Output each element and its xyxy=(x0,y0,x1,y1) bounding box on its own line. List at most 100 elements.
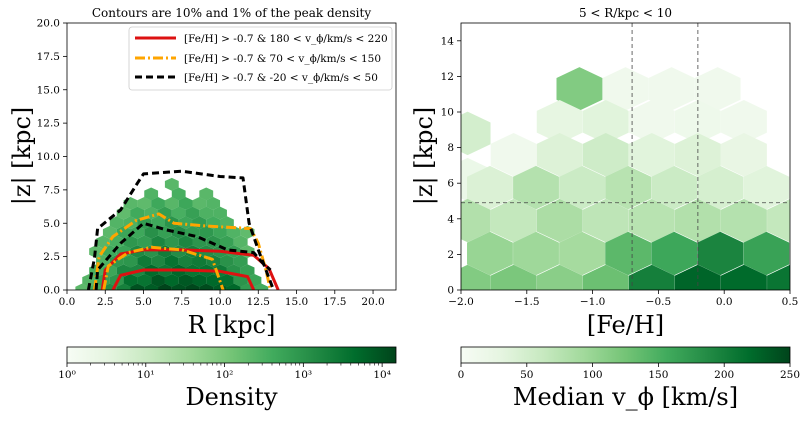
density-hex xyxy=(123,254,138,268)
right-ytick-label: 10 xyxy=(441,107,454,119)
density-hex xyxy=(144,187,159,201)
right-ytick-label: 14 xyxy=(441,35,455,47)
left-xtick-label: 5.0 xyxy=(135,296,152,308)
median-vphi-hex xyxy=(605,231,652,276)
density-hex xyxy=(192,254,207,268)
density-hex xyxy=(178,254,193,268)
left-colorbar-label: Density xyxy=(185,383,278,411)
right-title: 5 < R/kpc < 10 xyxy=(579,6,672,20)
density-hex xyxy=(192,197,207,210)
median-vphi-hex xyxy=(602,67,649,111)
right-reference-lines xyxy=(461,23,790,290)
median-vphi-hex xyxy=(697,165,744,210)
left-ytick-label: 2.5 xyxy=(43,251,60,263)
density-hex xyxy=(219,254,234,268)
density-hex xyxy=(226,225,241,239)
legend-label-red: [Fe/H] > -0.7 & 180 < v_ϕ/km/s < 220 xyxy=(184,33,388,45)
right-ytick-label: 6 xyxy=(447,178,454,190)
right-axes-frame xyxy=(460,22,791,291)
median-vphi-hex xyxy=(490,264,537,290)
density-hex xyxy=(178,216,193,230)
left-legend: [Fe/H] > -0.7 & 180 < v_ϕ/km/s < 220 [Fe… xyxy=(128,26,393,91)
density-hex xyxy=(130,225,145,239)
left-panel: Contours are 10% and 1% of the peak dens… xyxy=(8,6,397,411)
left-xlabel: R [kpc] xyxy=(188,311,276,339)
density-hex xyxy=(151,254,165,268)
median-vphi-hex xyxy=(721,264,767,290)
median-vphi-hex xyxy=(721,132,767,177)
median-vphi-hex xyxy=(648,67,695,111)
median-vphi-hex xyxy=(559,231,606,276)
right-ytick-label: 8 xyxy=(447,142,454,154)
left-ytick-label: 12.5 xyxy=(37,118,60,130)
right-xtick-label: −2.0 xyxy=(448,296,474,308)
left-xtick-label: 15.0 xyxy=(285,296,308,308)
density-hex xyxy=(199,206,214,220)
density-hex xyxy=(137,235,152,249)
right-xtick-label: 0.0 xyxy=(716,296,733,308)
density-hex xyxy=(164,216,179,230)
right-xtick-label: −1.5 xyxy=(514,296,540,308)
left-xtick-label: 17.5 xyxy=(323,296,346,308)
right-colorbar-tick-label: 0 xyxy=(458,369,465,381)
density-hex xyxy=(158,245,172,258)
median-vphi-hex xyxy=(490,132,537,177)
left-colorbar-tick-label: 10⁰ xyxy=(58,369,76,381)
median-vphi-hex xyxy=(461,198,491,243)
right-ticks: −2.0 −1.5 −1.0 −0.5 0.0 0.5 0 2 4 6 8 10 12 14 xyxy=(441,35,799,308)
density-hex xyxy=(213,206,227,220)
right-panel: 5 < R/kpc < 10 −2.0 −1.5 −1.0 −0.5 0.0 0.5 0 2 4… xyxy=(410,6,800,411)
median-vphi-hex xyxy=(721,198,767,243)
density-hex xyxy=(137,273,152,287)
legend-label-black: [Fe/H] > -0.7 & -20 < v_ϕ/km/s < 50 xyxy=(184,72,378,84)
density-hex xyxy=(130,283,145,290)
density-hex xyxy=(185,206,200,220)
left-ytick-label: 7.5 xyxy=(43,184,60,196)
median-vphi-hex xyxy=(559,165,606,210)
median-vphi-hex xyxy=(582,132,629,177)
left-ytick-label: 15.0 xyxy=(37,84,60,96)
contour-series-1-level-1 xyxy=(102,245,225,290)
density-hex xyxy=(206,273,221,287)
right-colorbar-tick-label: 100 xyxy=(583,369,603,381)
median-vphi-hex xyxy=(743,165,790,210)
median-vphi-hex xyxy=(651,231,698,276)
density-hex xyxy=(137,254,152,268)
median-vphi-hex xyxy=(556,67,603,111)
median-vphi-hex xyxy=(674,132,721,177)
median-vphi-hex xyxy=(697,231,744,276)
right-ytick-label: 2 xyxy=(447,249,454,261)
density-hex xyxy=(109,235,124,249)
left-ytick-label: 5.0 xyxy=(43,218,60,230)
density-hex xyxy=(233,254,248,268)
median-vphi-hex xyxy=(582,198,629,243)
contour-series-2-level-1 xyxy=(94,221,272,290)
right-xtick-label: −0.5 xyxy=(646,296,672,308)
density-hex xyxy=(254,283,269,290)
median-vphi-hex xyxy=(461,111,491,156)
median-vphi-hex xyxy=(513,165,559,210)
density-hex xyxy=(219,273,234,287)
density-hex xyxy=(164,273,179,287)
density-hex xyxy=(164,254,179,268)
right-colorbar-tick-label: 200 xyxy=(714,369,734,381)
median-vphi-hex xyxy=(651,165,698,210)
median-vphi-hex xyxy=(536,132,583,177)
left-ylabel: |z| [kpc] xyxy=(8,107,37,206)
legend-box xyxy=(128,26,393,91)
density-hex xyxy=(199,187,214,201)
left-ytick-label: 10.0 xyxy=(37,151,60,163)
density-hex xyxy=(171,206,186,220)
density-hex xyxy=(109,216,124,230)
left-xtick-label: 7.5 xyxy=(173,296,190,308)
density-hex xyxy=(116,225,131,239)
density-hex xyxy=(178,235,193,249)
left-colorbar-tick-label: 10¹ xyxy=(137,369,155,381)
right-colorbar-gradient xyxy=(460,346,791,364)
median-vphi-hex xyxy=(536,100,583,144)
median-vphi-hex xyxy=(628,264,675,290)
right-colorbar-tick-label: 250 xyxy=(780,369,800,381)
right-colorbar-ticks: 0 50 100 150 200 250 xyxy=(458,363,800,381)
right-ytick-label: 0 xyxy=(447,285,454,297)
